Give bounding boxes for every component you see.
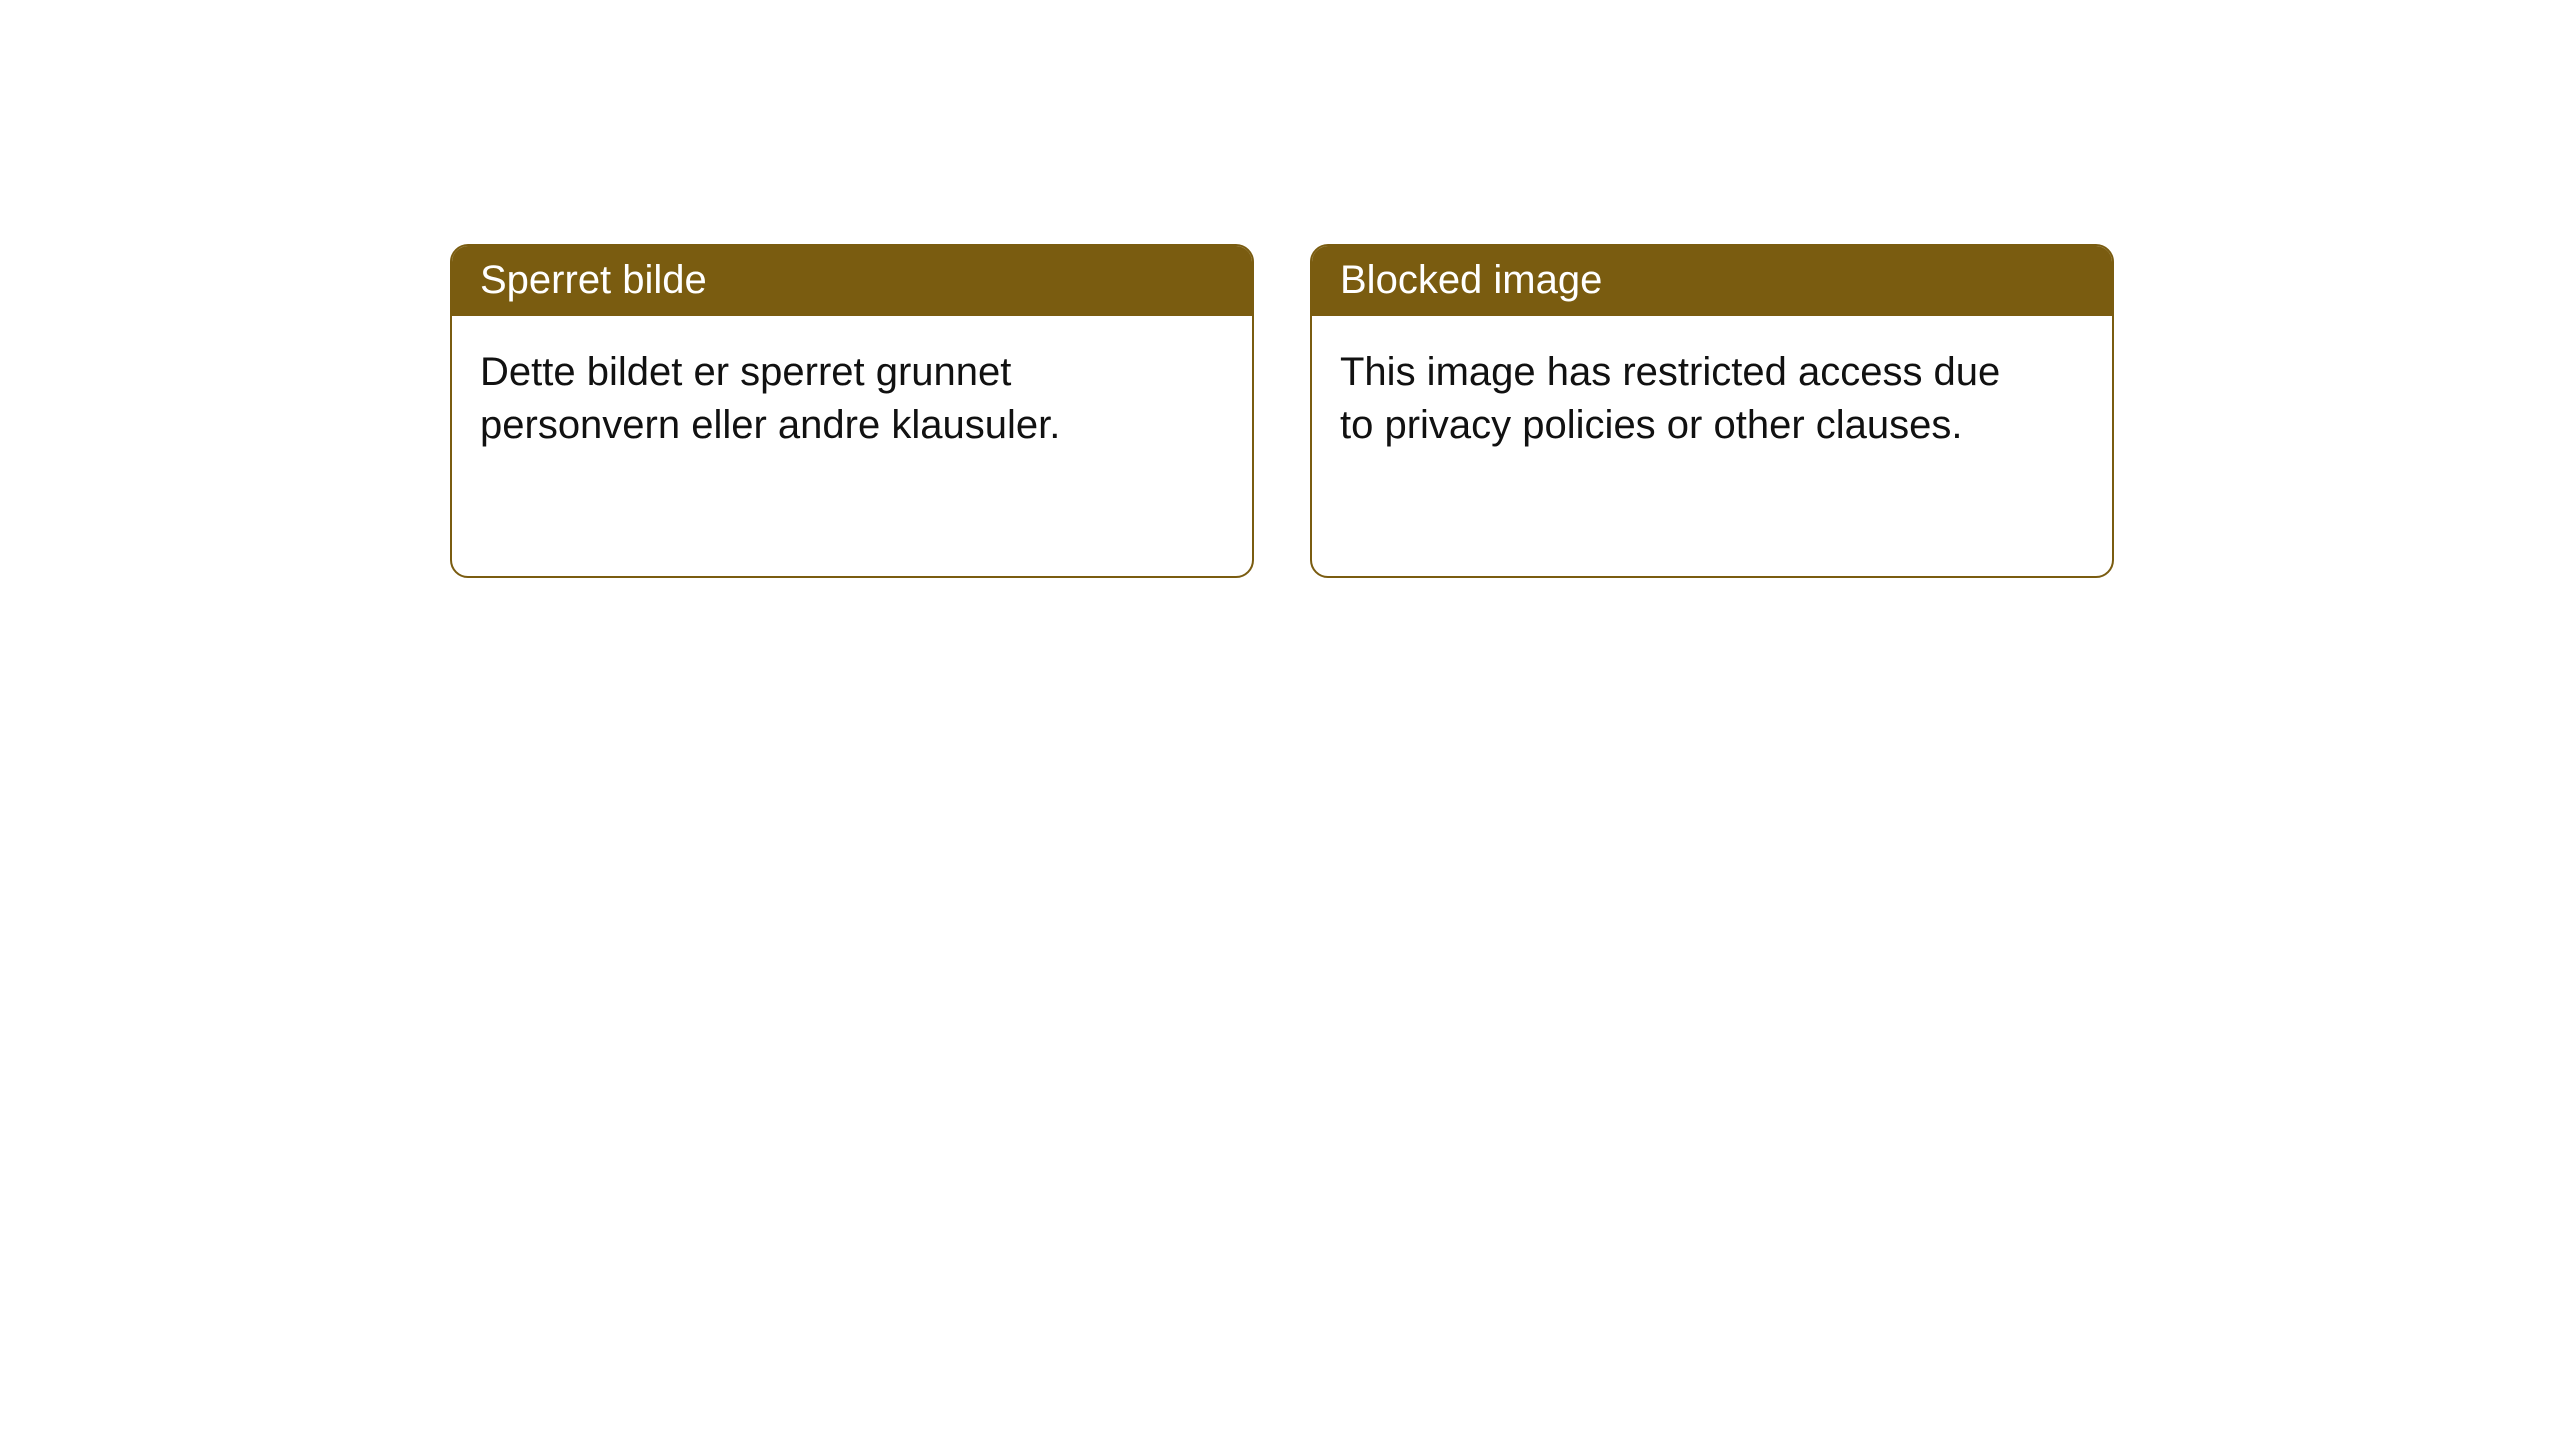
notice-cards-row: Sperret bilde Dette bildet er sperret gr… [0,0,2560,578]
blocked-image-card-no: Sperret bilde Dette bildet er sperret gr… [450,244,1254,578]
blocked-image-card-en: Blocked image This image has restricted … [1310,244,2114,578]
card-title-en: Blocked image [1312,246,2112,316]
card-body-en: This image has restricted access due to … [1312,316,2048,452]
card-title-no: Sperret bilde [452,246,1252,316]
card-body-no: Dette bildet er sperret grunnet personve… [452,316,1188,452]
